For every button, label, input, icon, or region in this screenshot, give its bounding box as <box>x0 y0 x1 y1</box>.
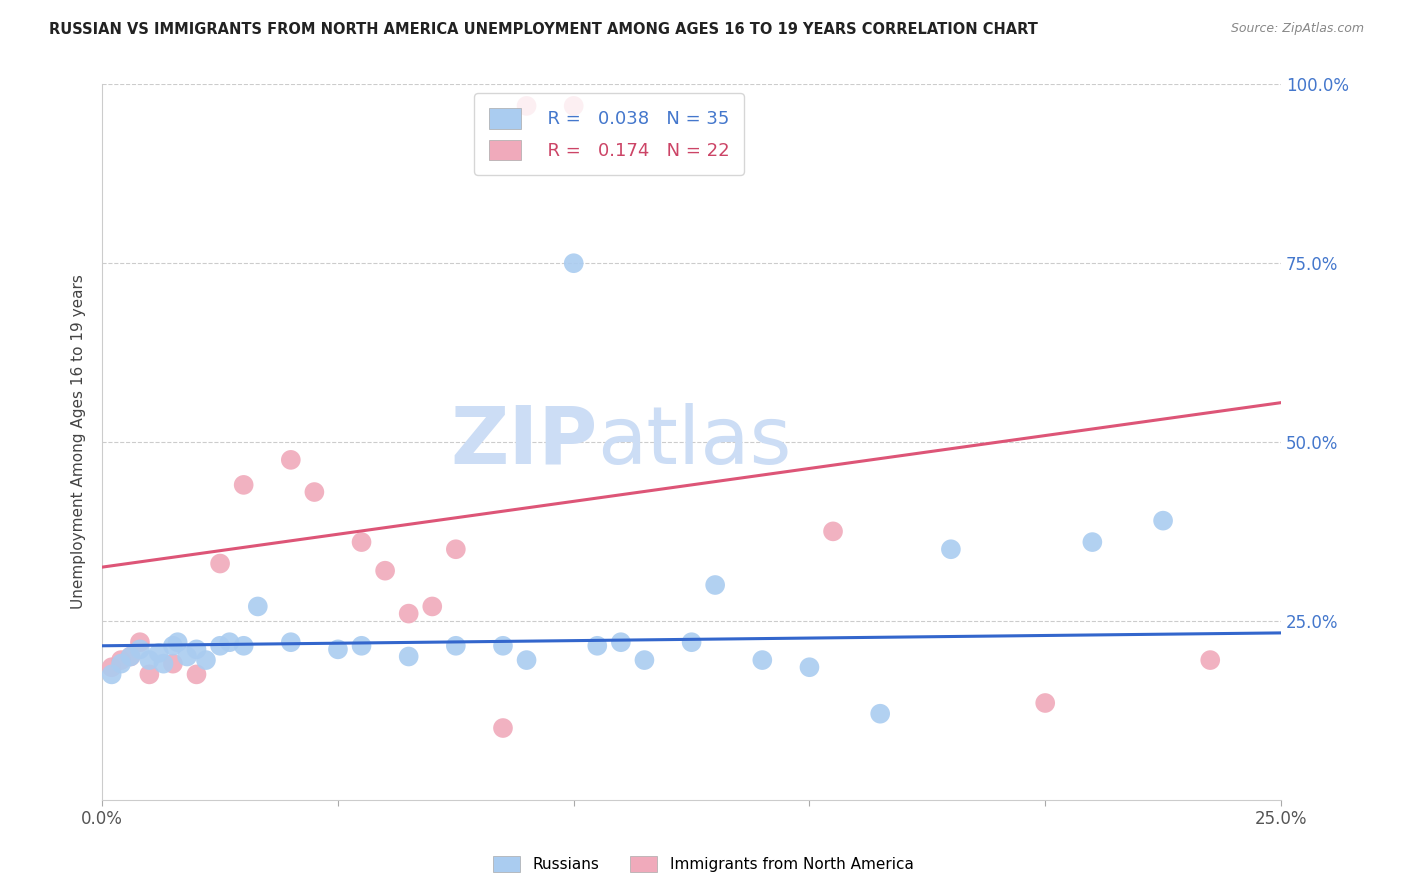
Point <box>138 667 160 681</box>
Point <box>444 639 467 653</box>
Text: Source: ZipAtlas.com: Source: ZipAtlas.com <box>1230 22 1364 36</box>
Point <box>280 635 302 649</box>
Point <box>398 607 420 621</box>
Point <box>821 524 844 539</box>
Point <box>246 599 269 614</box>
Point <box>186 667 208 681</box>
Point <box>350 639 373 653</box>
Point <box>492 721 515 735</box>
Point <box>350 535 373 549</box>
Point <box>633 653 655 667</box>
Point <box>232 639 254 653</box>
Point <box>209 639 232 653</box>
Point <box>176 649 198 664</box>
Point <box>799 660 821 674</box>
Point <box>939 542 962 557</box>
Point <box>1152 514 1174 528</box>
Point <box>751 653 773 667</box>
Point <box>326 642 349 657</box>
Point <box>129 642 152 657</box>
Point <box>166 635 188 649</box>
Point <box>1081 535 1104 549</box>
Point <box>218 635 240 649</box>
Point <box>129 635 152 649</box>
Point <box>516 99 538 113</box>
Point <box>100 667 122 681</box>
Legend: Russians, Immigrants from North America: Russians, Immigrants from North America <box>485 848 921 880</box>
Point <box>420 599 443 614</box>
Point <box>209 557 232 571</box>
Point <box>120 649 142 664</box>
Point <box>374 564 396 578</box>
Text: atlas: atlas <box>598 403 792 481</box>
Point <box>562 256 585 270</box>
Point <box>120 649 142 664</box>
Point <box>138 653 160 667</box>
Point <box>1199 653 1222 667</box>
Point <box>562 99 585 113</box>
Text: ZIP: ZIP <box>450 403 598 481</box>
Text: RUSSIAN VS IMMIGRANTS FROM NORTH AMERICA UNEMPLOYMENT AMONG AGES 16 TO 19 YEARS : RUSSIAN VS IMMIGRANTS FROM NORTH AMERICA… <box>49 22 1038 37</box>
Point <box>1033 696 1056 710</box>
Point <box>280 453 302 467</box>
Point <box>516 653 538 667</box>
Point <box>152 657 174 671</box>
Point <box>162 639 184 653</box>
Point <box>194 653 217 667</box>
Point <box>398 649 420 664</box>
Point <box>444 542 467 557</box>
Point <box>492 639 515 653</box>
Point <box>586 639 609 653</box>
Point <box>704 578 727 592</box>
Legend:   R =   0.038   N = 35,   R =   0.174   N = 22: R = 0.038 N = 35, R = 0.174 N = 22 <box>474 94 744 175</box>
Point <box>186 642 208 657</box>
Point <box>681 635 703 649</box>
Y-axis label: Unemployment Among Ages 16 to 19 years: Unemployment Among Ages 16 to 19 years <box>72 275 86 609</box>
Point <box>869 706 891 721</box>
Point <box>610 635 633 649</box>
Point <box>162 657 184 671</box>
Point <box>100 660 122 674</box>
Point <box>304 485 326 500</box>
Point <box>110 653 132 667</box>
Point <box>148 646 170 660</box>
Point <box>110 657 132 671</box>
Point <box>232 478 254 492</box>
